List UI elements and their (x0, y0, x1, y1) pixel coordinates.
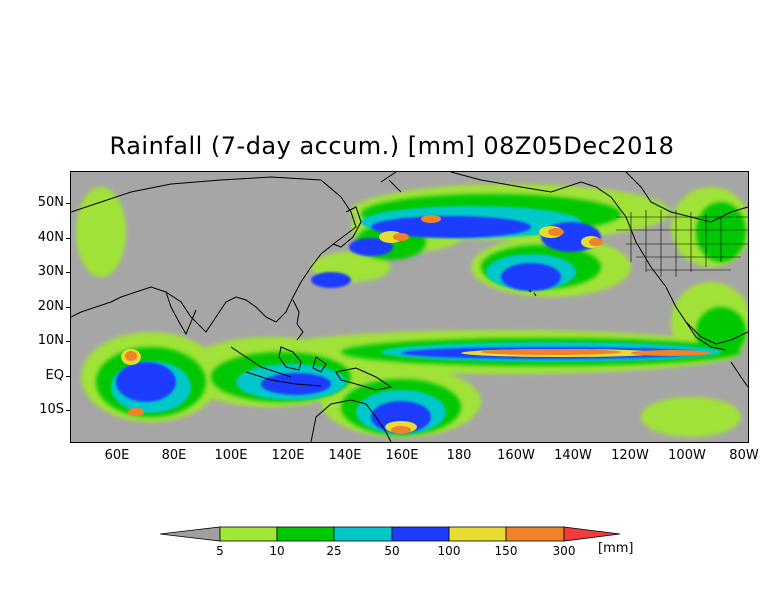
legend-swatch-5-10 (219, 526, 278, 542)
lat-tick (66, 341, 70, 342)
legend-label-5: 5 (216, 544, 224, 558)
lon-label-60e: 60E (104, 448, 130, 463)
lon-label-120w: 120W (611, 448, 649, 463)
legend-swatch-100-150 (448, 526, 507, 542)
legend-swatch-10-25 (276, 526, 335, 542)
rainfall-field (71, 172, 748, 442)
lat-tick (66, 307, 70, 308)
lat-label-20n: 20N (37, 299, 64, 314)
map-title: Rainfall (7-day accum.) [mm] 08Z05Dec201… (109, 132, 675, 160)
lat-tick (66, 272, 70, 273)
legend-swatch-150-300 (505, 526, 565, 542)
lat-tick (66, 376, 70, 377)
legend-swatch-above-300 (563, 526, 621, 542)
lon-label-80e: 80E (161, 448, 187, 463)
lat-label-10n: 10N (37, 333, 64, 348)
lat-tick (66, 410, 70, 411)
legend-label-25: 25 (326, 544, 342, 558)
legend-swatch-50-100 (391, 526, 450, 542)
legend-swatch-below-5 (160, 526, 221, 542)
lon-label-160w: 160W (497, 448, 535, 463)
lon-label-100w: 100W (668, 448, 706, 463)
lon-label-120e: 120E (271, 448, 305, 463)
lat-label-30n: 30N (37, 264, 64, 279)
lon-label-100e: 100E (214, 448, 248, 463)
lon-label-80w: 80W (729, 448, 759, 463)
lat-label-40n: 40N (37, 230, 64, 245)
lon-label-140e: 140E (328, 448, 362, 463)
lat-tick (66, 238, 70, 239)
color-legend-bar (160, 526, 621, 542)
lon-label-160e: 160E (385, 448, 419, 463)
lat-label-50n: 50N (37, 195, 64, 210)
lon-label-180: 180 (446, 448, 472, 463)
lat-label-10s: 10S (39, 402, 64, 417)
legend-label-10: 10 (269, 544, 285, 558)
legend-label-50: 50 (384, 544, 400, 558)
rainfall-map (70, 171, 749, 443)
legend-label-100: 100 (437, 544, 461, 558)
legend-label-300: 300 (552, 544, 576, 558)
legend-units: [mm] (598, 541, 634, 556)
lon-label-140w: 140W (554, 448, 592, 463)
lat-label-eq: EQ (45, 368, 64, 383)
legend-label-150: 150 (494, 544, 518, 558)
legend-swatch-25-50 (333, 526, 393, 542)
lat-tick (66, 203, 70, 204)
